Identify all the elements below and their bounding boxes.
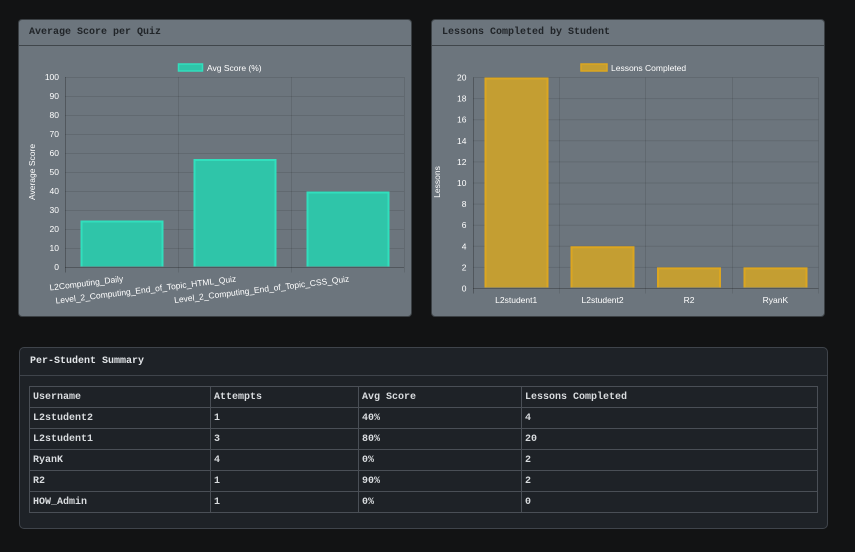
svg-text:Avg Score (%): Avg Score (%) xyxy=(207,63,262,73)
svg-text:10: 10 xyxy=(50,243,60,253)
svg-text:90: 90 xyxy=(50,91,60,101)
svg-text:70: 70 xyxy=(50,129,60,139)
svg-text:RyanK: RyanK xyxy=(763,295,789,305)
svg-text:2: 2 xyxy=(462,262,467,272)
svg-text:18: 18 xyxy=(457,94,467,104)
svg-text:Lessons: Lessons xyxy=(432,166,442,198)
svg-text:L2student1: L2student1 xyxy=(495,295,537,305)
svg-text:16: 16 xyxy=(457,115,467,125)
svg-text:0: 0 xyxy=(54,262,59,272)
svg-text:60: 60 xyxy=(50,148,60,158)
svg-text:4: 4 xyxy=(462,241,467,251)
svg-text:100: 100 xyxy=(45,72,59,82)
svg-text:14: 14 xyxy=(457,136,467,146)
svg-text:50: 50 xyxy=(50,167,60,177)
svg-text:20: 20 xyxy=(457,73,467,83)
svg-text:R2: R2 xyxy=(684,295,695,305)
svg-text:L2student2: L2student2 xyxy=(582,295,624,305)
svg-text:10: 10 xyxy=(457,178,467,188)
svg-text:8: 8 xyxy=(462,199,467,209)
svg-text:80: 80 xyxy=(50,110,60,120)
svg-text:6: 6 xyxy=(462,220,467,230)
svg-text:40: 40 xyxy=(50,186,60,196)
svg-text:30: 30 xyxy=(50,205,60,215)
svg-text:12: 12 xyxy=(457,157,467,167)
svg-text:Average Score: Average Score xyxy=(27,144,37,200)
svg-text:Lessons Completed: Lessons Completed xyxy=(611,63,686,73)
svg-text:0: 0 xyxy=(462,284,467,294)
svg-text:20: 20 xyxy=(50,224,60,234)
